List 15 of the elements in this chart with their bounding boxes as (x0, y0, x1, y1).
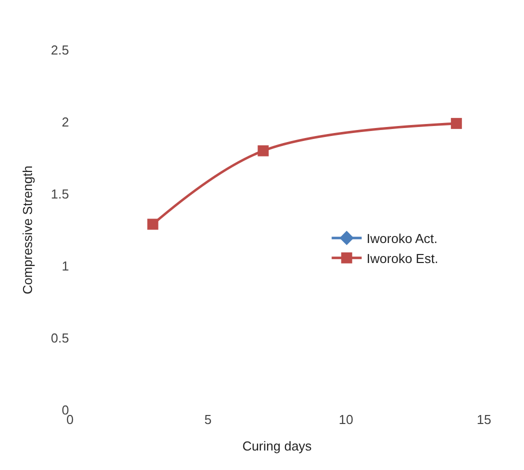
y-axis-title: Compressive Strength (20, 166, 35, 294)
y-tick-label: 1.5 (50, 186, 69, 202)
x-tick-label: 10 (338, 412, 354, 427)
x-tick-label: 5 (204, 412, 212, 427)
legend-label: Iworoko Est. (366, 250, 438, 266)
x-axis-title: Curing days (242, 438, 312, 454)
y-tick-label: 2.5 (50, 42, 69, 58)
y-tick-label: 2 (62, 114, 69, 130)
legend-label: Iworoko Act. (366, 231, 438, 246)
point (147, 218, 158, 230)
y-tick-label: 1 (62, 258, 69, 274)
point (450, 118, 462, 129)
point (258, 145, 269, 156)
y-tick-label: 0.5 (50, 330, 69, 346)
x-tick-label: 15 (476, 412, 492, 427)
